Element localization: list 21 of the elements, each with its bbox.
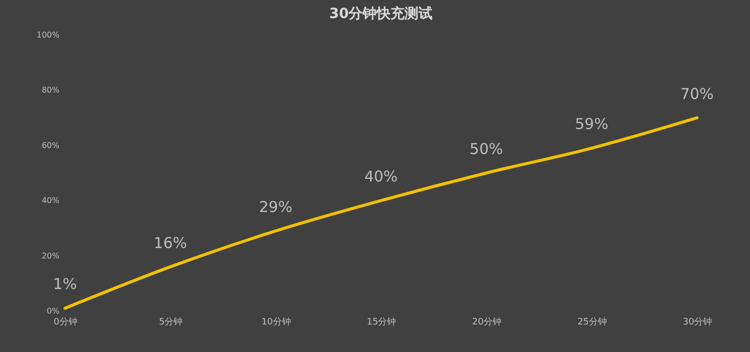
y-tick-label: 20% xyxy=(42,251,60,260)
x-tick-label: 20分钟 xyxy=(472,316,502,328)
x-tick-label: 30分钟 xyxy=(682,316,712,328)
chart-title: 30分钟快充测试 xyxy=(329,5,433,22)
y-tick-label: 0% xyxy=(46,306,60,316)
data-label: 70% xyxy=(680,84,714,103)
data-label: 1% xyxy=(53,275,77,294)
y-tick-label: 80% xyxy=(42,86,60,95)
data-label: 59% xyxy=(574,115,608,134)
data-label: 40% xyxy=(364,168,398,186)
x-tick-label: 0分钟 xyxy=(54,316,78,328)
x-tick-label: 10分钟 xyxy=(261,316,291,328)
y-tick-label: 40% xyxy=(42,196,60,206)
data-label: 16% xyxy=(154,234,188,252)
data-label: 29% xyxy=(258,198,292,216)
y-tick-label: 100% xyxy=(36,30,60,40)
y-tick-label: 60% xyxy=(42,140,60,150)
x-tick-label: 25分钟 xyxy=(577,316,607,328)
x-tick-label: 15分钟 xyxy=(366,316,396,328)
x-tick-label: 5分钟 xyxy=(158,316,183,328)
data-label: 50% xyxy=(470,140,504,158)
